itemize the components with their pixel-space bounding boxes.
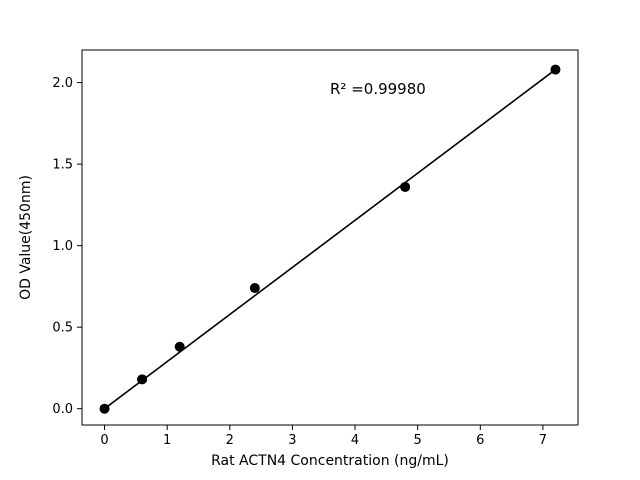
- y-tick-label: 0.5: [52, 321, 73, 336]
- y-tick-label: 0.0: [52, 402, 73, 417]
- y-tick-label: 1.5: [52, 158, 73, 173]
- data-point: [249, 283, 260, 294]
- x-tick-label: 1: [163, 433, 171, 448]
- x-tick-label: 2: [226, 433, 234, 448]
- x-tick-label: 6: [476, 433, 484, 448]
- data-point: [99, 403, 110, 414]
- x-axis-label: Rat ACTN4 Concentration (ng/mL): [211, 453, 449, 469]
- x-tick-label: 3: [288, 433, 296, 448]
- data-point: [174, 341, 185, 352]
- x-tick-label: 5: [414, 433, 422, 448]
- x-tick-label: 0: [100, 433, 108, 448]
- data-point: [550, 64, 561, 75]
- y-tick-label: 2.0: [52, 76, 73, 91]
- x-tick-label: 4: [351, 433, 359, 448]
- data-point: [137, 374, 148, 385]
- plot-frame: [81, 49, 579, 426]
- y-axis-label: OD Value(450nm): [18, 175, 34, 300]
- data-point: [400, 181, 411, 192]
- x-tick-label: 7: [539, 433, 547, 448]
- fit-line: [104, 68, 556, 410]
- r-squared-annotation: R² =0.99980: [330, 80, 426, 98]
- y-tick-label: 1.0: [52, 239, 73, 254]
